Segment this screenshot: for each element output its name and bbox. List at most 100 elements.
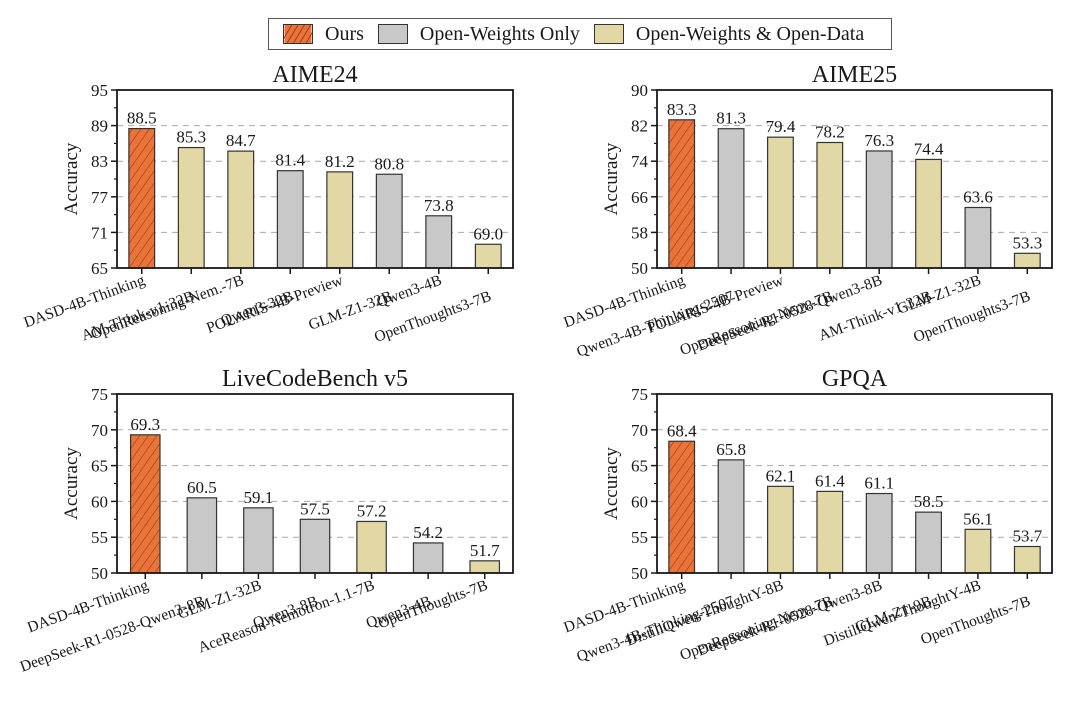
y-tick-label: 74 bbox=[631, 152, 649, 171]
data-label: 76.3 bbox=[864, 131, 894, 150]
bar bbox=[375, 173, 403, 269]
legend-label-open-weights-open-data: Open-Weights & Open-Data bbox=[635, 22, 865, 45]
bar bbox=[668, 119, 696, 269]
data-label: 53.7 bbox=[1012, 527, 1042, 546]
y-tick-label: 58 bbox=[631, 223, 648, 242]
legend-swatch-ours bbox=[283, 24, 313, 44]
data-label: 88.5 bbox=[127, 109, 157, 128]
chart-panel-gpqa: GPQA505560657075Accuracy68.4DASD-4B-Thin… bbox=[561, 366, 1053, 666]
data-label: 81.2 bbox=[325, 152, 355, 171]
bar bbox=[915, 158, 942, 269]
data-label: 79.4 bbox=[766, 117, 796, 136]
chart-panel-aime25: AIME25505866748290Accuracy83.3DASD-4B-Th… bbox=[561, 62, 1053, 361]
bar bbox=[717, 459, 745, 574]
y-tick-label: 83 bbox=[91, 152, 108, 171]
bar bbox=[816, 490, 844, 574]
bar bbox=[276, 170, 304, 269]
chart-title: LiveCodeBench v5 bbox=[222, 366, 408, 392]
chart-title: AIME25 bbox=[812, 62, 897, 88]
x-tick-label: Qwen3-4B bbox=[374, 272, 444, 311]
legend-item-open-weights-only: Open-Weights Only bbox=[377, 23, 580, 46]
y-tick-label: 50 bbox=[631, 564, 648, 583]
data-label: 65.8 bbox=[716, 440, 746, 459]
data-label: 83.3 bbox=[667, 100, 697, 119]
y-tick-label: 50 bbox=[631, 259, 648, 278]
bar bbox=[326, 171, 354, 269]
data-label: 85.3 bbox=[176, 128, 206, 147]
chart-legend: Ours Open-Weights Only Open-Weights & Op… bbox=[268, 18, 892, 50]
bar bbox=[816, 141, 844, 269]
y-tick-label: 77 bbox=[91, 188, 109, 207]
plot-frame bbox=[656, 393, 1053, 574]
y-axis-label: Accuracy bbox=[601, 447, 622, 520]
bar bbox=[177, 146, 205, 269]
y-tick-label: 90 bbox=[631, 81, 648, 100]
data-label: 69.0 bbox=[473, 224, 503, 243]
chart-panel-aime24: AIME24657177838995Accuracy88.5DASD-4B-Th… bbox=[22, 62, 514, 346]
legend-item-ours: Ours bbox=[283, 23, 364, 46]
legend-label-ours: Ours bbox=[325, 22, 364, 45]
bar bbox=[474, 243, 502, 269]
bar bbox=[186, 497, 218, 574]
y-tick-label: 75 bbox=[91, 385, 108, 404]
data-label: 81.4 bbox=[275, 151, 305, 170]
data-label: 62.1 bbox=[766, 466, 796, 485]
bar bbox=[865, 492, 893, 574]
bar bbox=[915, 511, 942, 574]
bar bbox=[1013, 545, 1041, 574]
bar bbox=[425, 215, 453, 269]
y-tick-label: 82 bbox=[631, 117, 648, 136]
y-tick-label: 95 bbox=[91, 81, 108, 100]
data-label: 56.1 bbox=[963, 509, 993, 528]
y-tick-label: 65 bbox=[91, 259, 108, 278]
legend-item-open-weights-open-data: Open-Weights & Open-Data bbox=[593, 22, 865, 46]
data-label: 53.3 bbox=[1012, 233, 1042, 252]
bar bbox=[766, 485, 794, 574]
chart-title: GPQA bbox=[822, 366, 888, 392]
chart-panel-livecodebench-v5: LiveCodeBench v5 50 55 60 65 70 75 Accuracy 69.3… bbox=[18, 366, 514, 676]
y-tick-label: 71 bbox=[91, 223, 108, 242]
y-tick-label: 65 bbox=[91, 457, 108, 476]
legend-swatch-open-weights-open-data bbox=[593, 24, 624, 44]
y-tick-label: 50 bbox=[91, 564, 108, 583]
x-tick-label: DistillQwen-ThoughtY-4B bbox=[821, 577, 983, 650]
plot-frame bbox=[116, 393, 514, 574]
y-axis-label: Accuracy bbox=[601, 142, 622, 215]
data-label: 81.3 bbox=[716, 109, 746, 128]
bar bbox=[717, 128, 745, 269]
y-axis-label: Accuracy bbox=[61, 142, 82, 215]
y-tick-label: 60 bbox=[631, 492, 648, 511]
y-tick-label: 60 bbox=[91, 492, 108, 511]
data-label: 61.4 bbox=[815, 471, 845, 490]
legend-swatch-open-weights-only bbox=[377, 24, 408, 44]
bar bbox=[1013, 252, 1041, 269]
data-label: 68.4 bbox=[667, 421, 697, 440]
y-tick-label: 70 bbox=[91, 421, 108, 440]
y-tick-label: 65 bbox=[631, 457, 648, 476]
bar bbox=[412, 542, 444, 574]
y-axis-label: Accuracy bbox=[61, 447, 82, 520]
y-tick-label: 75 bbox=[631, 385, 648, 404]
data-label: 57.2 bbox=[357, 501, 387, 520]
data-label: 74.4 bbox=[914, 139, 944, 158]
bar bbox=[766, 136, 794, 269]
bar bbox=[129, 434, 161, 574]
y-tick-label: 55 bbox=[91, 528, 108, 547]
data-label: 80.8 bbox=[374, 154, 404, 173]
bar bbox=[865, 150, 893, 269]
data-label: 58.5 bbox=[914, 492, 944, 511]
data-label: 59.1 bbox=[244, 488, 274, 507]
bar bbox=[299, 518, 331, 574]
bar bbox=[964, 206, 992, 269]
data-label: 54.2 bbox=[413, 523, 443, 542]
data-label: 84.7 bbox=[226, 131, 256, 150]
data-label: 69.3 bbox=[130, 415, 160, 434]
bar bbox=[243, 507, 274, 574]
data-label: 78.2 bbox=[815, 123, 845, 142]
data-label: 61.1 bbox=[864, 474, 894, 493]
plot-frame bbox=[656, 89, 1053, 269]
y-tick-label: 89 bbox=[91, 117, 108, 136]
bar bbox=[227, 150, 255, 269]
chart-title: AIME24 bbox=[272, 62, 357, 88]
